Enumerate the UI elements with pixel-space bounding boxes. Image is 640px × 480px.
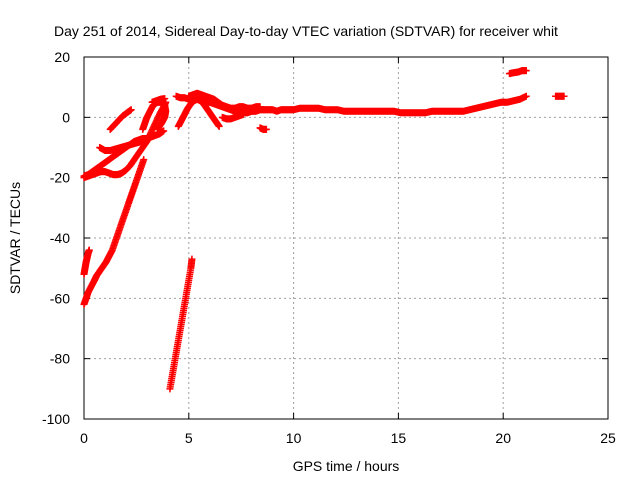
series-16 xyxy=(552,92,568,100)
series-6 xyxy=(106,106,135,133)
data-series xyxy=(80,67,568,393)
x-axis-label: GPS time / hours xyxy=(293,458,400,474)
x-tick-label: 25 xyxy=(600,430,616,446)
y-tick-label: 0 xyxy=(62,109,70,125)
chart-title: Day 251 of 2014, Sidereal Day-to-day VTE… xyxy=(54,23,558,39)
y-tick-label: -20 xyxy=(50,170,70,186)
axis-ticks: 0 5 10 15 20 25 -100 -80 -60 -40 -20 0 20 xyxy=(42,49,616,446)
x-tick-label: 15 xyxy=(391,430,407,446)
data-point xyxy=(256,103,264,111)
data-point xyxy=(153,125,161,133)
series-9 xyxy=(166,255,196,393)
series-2 xyxy=(80,246,93,278)
series-8 xyxy=(148,95,169,106)
x-tick-label: 10 xyxy=(286,430,302,446)
y-tick-label: -100 xyxy=(42,411,70,427)
data-point xyxy=(560,92,568,100)
data-point xyxy=(85,246,93,254)
series-14 xyxy=(256,124,270,133)
y-tick-label: -60 xyxy=(50,290,70,306)
x-tick-label: 0 xyxy=(80,430,88,446)
data-point xyxy=(262,125,270,133)
data-point xyxy=(127,106,135,114)
data-point xyxy=(215,122,223,130)
data-point xyxy=(161,95,169,103)
y-tick-label: 20 xyxy=(54,49,70,65)
series-5 xyxy=(96,136,151,155)
data-point xyxy=(160,127,168,135)
data-point xyxy=(522,67,530,75)
data-point xyxy=(188,255,196,263)
series-15 xyxy=(505,67,530,78)
x-tick-label: 20 xyxy=(495,430,511,446)
grid-lines xyxy=(84,57,608,419)
y-axis-label: SDTVAR / TECUs xyxy=(7,182,23,294)
y-tick-label: -40 xyxy=(50,230,70,246)
x-tick-label: 5 xyxy=(185,430,193,446)
series-13 xyxy=(218,110,247,123)
data-point xyxy=(239,110,247,118)
series-12 xyxy=(185,89,264,112)
data-point xyxy=(522,92,530,100)
data-point xyxy=(140,156,148,164)
y-tick-label: -80 xyxy=(50,351,70,367)
data-point xyxy=(143,136,151,144)
series-1 xyxy=(80,156,148,308)
